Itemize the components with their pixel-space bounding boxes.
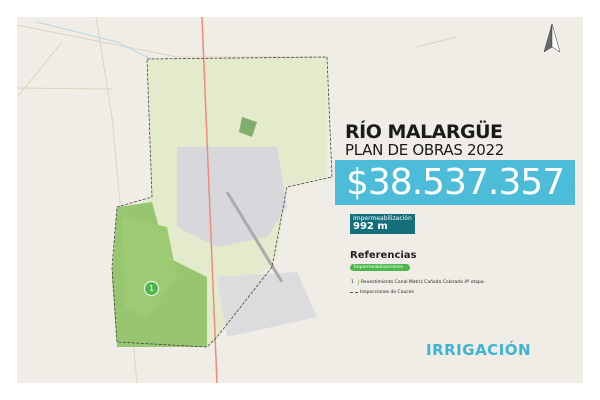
legend-title: Referencias xyxy=(350,250,417,261)
impermeabilizacion-value: 992 m xyxy=(353,221,388,232)
legend-category: Impermeabilizaciones xyxy=(350,264,410,271)
amount-banner: $38.537.357 xyxy=(335,160,575,205)
map-marker-1[interactable]: 1 xyxy=(144,281,159,296)
irrigacion-logo: IRRIGACIÓN xyxy=(426,341,532,359)
page-subtitle: PLAN DE OBRAS 2022 xyxy=(345,141,505,159)
dashed-line-icon xyxy=(350,292,358,293)
legend-item-2: Inspecciones de Cauces xyxy=(360,290,414,295)
legend-marker-1: 1 xyxy=(351,280,354,285)
impermeabilizacion-box: Impermeabilización 992 m xyxy=(350,214,415,234)
impermeabilizacion-label: Impermeabilización xyxy=(353,215,412,222)
page-title: RÍO MALARGÜE xyxy=(345,121,503,143)
legend-item-1: Revestimiento Canal Matriz Cañada Colora… xyxy=(358,280,485,285)
map-drawing xyxy=(17,17,578,383)
north-arrow-icon xyxy=(543,23,561,53)
